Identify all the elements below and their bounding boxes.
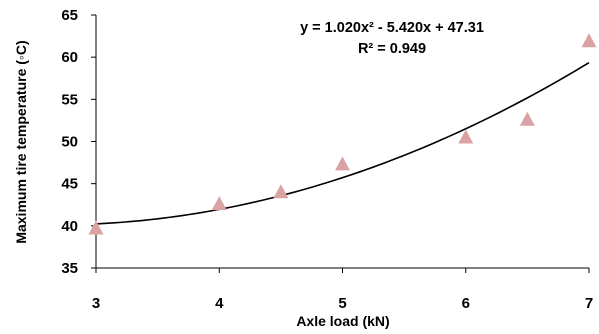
x-tick-label: 6 [462,295,470,312]
data-point [519,111,535,126]
data-point [458,129,474,144]
y-tick-label: 60 [61,49,78,66]
y-tick-label: 35 [61,260,78,277]
data-point [211,196,227,211]
x-tick-group: 3 4 5 6 7 [92,268,593,312]
y-tick-group: 35 40 45 50 55 60 65 [61,7,96,277]
trendline-equation: y = 1.020x² - 5.420x + 47.31 [300,20,484,36]
y-tick-label: 45 [61,176,78,193]
y-tick-label: 55 [61,91,78,108]
y-axis-title: Maximum tire temperature (◦C) [13,40,29,243]
x-tick-label: 5 [338,295,346,312]
trendline [95,61,590,225]
data-point [335,156,350,171]
data-point [88,220,104,235]
x-axis-title: Axle load (kN) [296,313,389,329]
y-tick-label: 65 [61,7,78,24]
r-squared-label: R² = 0.949 [358,41,426,57]
data-point [273,184,289,199]
x-tick-label: 4 [215,295,224,312]
x-tick-label: 7 [585,295,593,312]
y-tick-label: 50 [61,134,78,151]
x-tick-label: 3 [92,295,100,312]
y-tick-label: 40 [61,218,78,235]
data-points [88,33,597,235]
data-point [581,33,597,48]
